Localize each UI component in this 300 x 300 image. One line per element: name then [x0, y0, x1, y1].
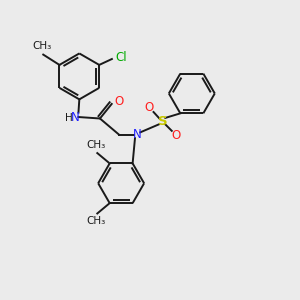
- Text: O: O: [114, 94, 123, 108]
- Text: CH₃: CH₃: [86, 140, 105, 150]
- Text: Cl: Cl: [116, 51, 127, 64]
- Text: H: H: [64, 113, 72, 124]
- Text: N: N: [133, 128, 142, 141]
- Text: S: S: [158, 115, 167, 128]
- Text: O: O: [172, 129, 181, 142]
- Text: O: O: [144, 100, 153, 113]
- Text: N: N: [70, 110, 79, 124]
- Text: CH₃: CH₃: [32, 41, 51, 51]
- Text: CH₃: CH₃: [86, 216, 105, 226]
